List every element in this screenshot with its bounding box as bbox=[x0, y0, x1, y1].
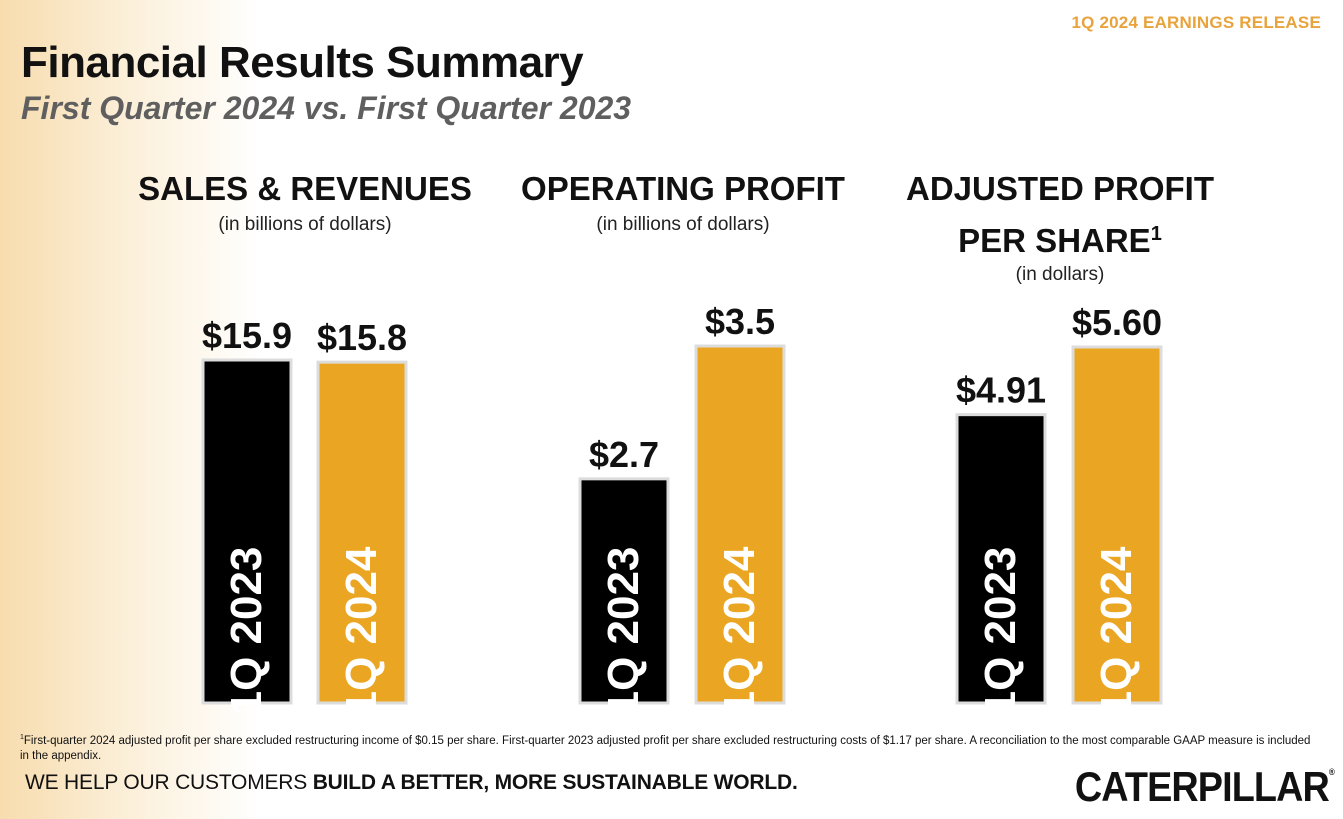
panel-title-sales-revenues: SALES & REVENUES bbox=[95, 163, 515, 215]
bar-category-label: 1Q 2024 bbox=[337, 546, 386, 715]
bar-category-label: 1Q 2023 bbox=[976, 547, 1025, 716]
caterpillar-logo: CATERPILLAR® bbox=[1075, 763, 1335, 811]
page-title: Financial Results Summary bbox=[21, 38, 584, 87]
bar-value-label: $3.5 bbox=[705, 301, 775, 342]
panel-units-operating-profit: (in billions of dollars) bbox=[596, 214, 770, 235]
bar-1q-2023 bbox=[201, 358, 293, 705]
bar-value-label: $4.91 bbox=[956, 370, 1046, 411]
bar-category-label: 1Q 2023 bbox=[599, 547, 648, 716]
panel-units-adjusted-profit: (in dollars) bbox=[1015, 264, 1105, 285]
tagline: WE HELP OUR CUSTOMERS BUILD A BETTER, MO… bbox=[25, 771, 798, 795]
bar-value-label: $15.9 bbox=[202, 315, 292, 356]
logo-text: CATERPILLAR bbox=[1075, 763, 1330, 810]
bar-value-label: $5.60 bbox=[1072, 302, 1162, 343]
release-tag: 1Q 2024 EARNINGS RELEASE bbox=[1071, 13, 1321, 32]
panel-units-sales-revenues: (in billions of dollars) bbox=[218, 214, 392, 235]
bar-1q-2023 bbox=[955, 413, 1047, 705]
panel-title-line-1: ADJUSTED PROFIT bbox=[905, 170, 1215, 207]
registered-mark: ® bbox=[1329, 767, 1335, 777]
footnote: 1First-quarter 2024 adjusted profit per … bbox=[20, 733, 1320, 765]
panel-title-operating-profit: OPERATING PROFIT bbox=[473, 163, 893, 215]
bar-1q-2024 bbox=[694, 344, 786, 705]
footnote-marker: 1 bbox=[1150, 223, 1162, 246]
bar-category-label: 1Q 2023 bbox=[222, 547, 271, 716]
bar-1q-2023 bbox=[578, 477, 670, 705]
page-subtitle: First Quarter 2024 vs. First Quarter 202… bbox=[21, 90, 632, 126]
panel-title-line-2: PER SHARE bbox=[958, 222, 1151, 260]
bar-1q-2024 bbox=[1071, 345, 1163, 705]
panel-title-line: OPERATING PROFIT bbox=[521, 170, 845, 207]
bar-category-label: 1Q 2024 bbox=[1092, 546, 1141, 715]
bar-1q-2024 bbox=[316, 360, 408, 705]
bar-value-label: $2.7 bbox=[589, 434, 659, 475]
footnote-text: First-quarter 2024 adjusted profit per s… bbox=[20, 734, 1311, 763]
panel-title-line: SALES & REVENUES bbox=[138, 170, 472, 207]
footnote-marker: 1 bbox=[20, 734, 24, 741]
panel-title-adjusted-profit: ADJUSTED PROFIT PER SHARE1 bbox=[850, 163, 1270, 267]
tagline-bold: BUILD A BETTER, MORE SUSTAINABLE WORLD. bbox=[312, 771, 798, 794]
bar-value-label: $15.8 bbox=[317, 317, 407, 358]
bar-category-label: 1Q 2024 bbox=[715, 546, 764, 715]
tagline-normal: WE HELP OUR CUSTOMERS bbox=[25, 771, 313, 794]
